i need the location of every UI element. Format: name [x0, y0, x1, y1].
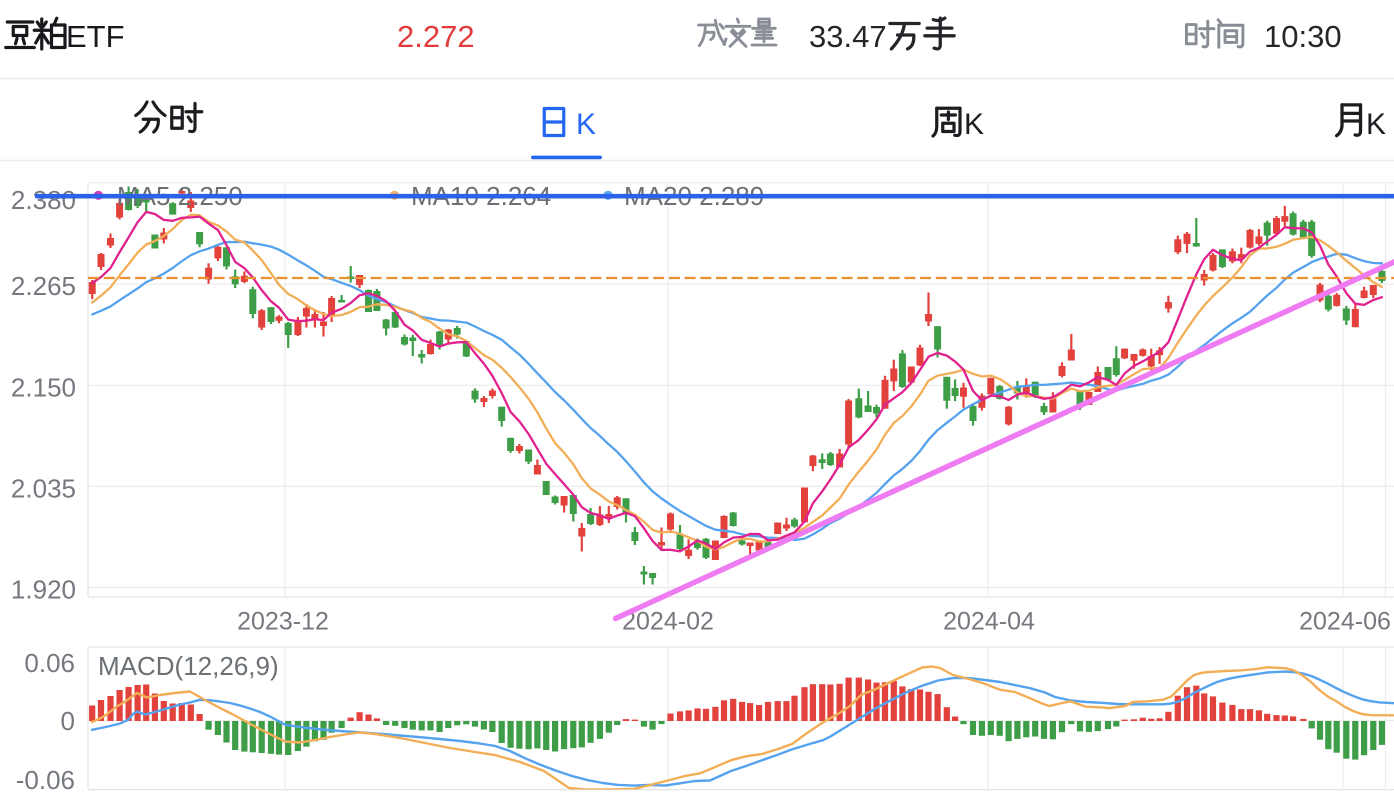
svg-text:K: K: [964, 108, 984, 141]
svg-text:K: K: [1366, 108, 1386, 141]
svg-text:2024-02: 2024-02: [622, 608, 714, 636]
svg-text:ETF: ETF: [66, 19, 125, 54]
svg-text:2.380: 2.380: [11, 185, 76, 215]
svg-text:-0.06: -0.06: [16, 765, 75, 795]
svg-text:MACD(12,26,9): MACD(12,26,9): [98, 651, 279, 681]
svg-text:33.47: 33.47: [809, 19, 887, 54]
svg-text:2.035: 2.035: [11, 473, 76, 503]
svg-text:10:30: 10:30: [1264, 19, 1342, 54]
svg-text:2.265: 2.265: [11, 271, 76, 301]
svg-text:K: K: [576, 108, 596, 141]
svg-text:0: 0: [61, 706, 75, 736]
svg-text:2024-04: 2024-04: [943, 608, 1035, 636]
svg-text:2.272: 2.272: [397, 19, 475, 54]
svg-text:0.06: 0.06: [24, 648, 75, 678]
svg-text:2.150: 2.150: [11, 372, 76, 402]
svg-text:2024-06: 2024-06: [1299, 608, 1391, 636]
svg-text:2023-12: 2023-12: [237, 608, 329, 636]
svg-text:1.920: 1.920: [11, 574, 76, 604]
